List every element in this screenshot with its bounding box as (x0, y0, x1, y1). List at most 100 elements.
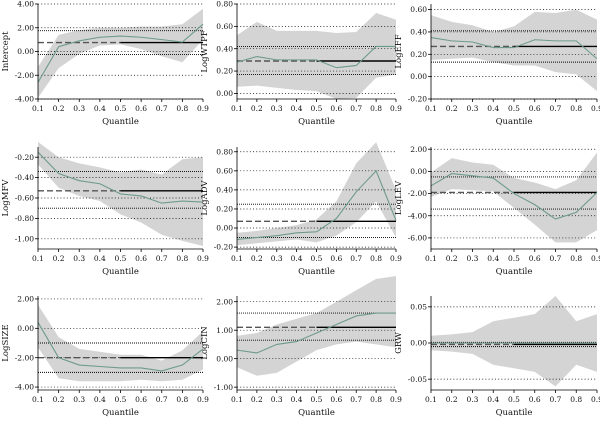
x-tick-label-7-3: 0.4 (94, 395, 106, 404)
x-tick-label-3-4: 0.5 (508, 104, 520, 113)
x-tick-label-6-5: 0.6 (529, 254, 541, 263)
x-tick-label-5-8: 0.9 (390, 254, 402, 263)
y-axis-label-7: LogSIZE (1, 324, 11, 362)
x-tick-label-2-4: 0.5 (311, 104, 323, 113)
y-axis-label-9: GRW (394, 332, 404, 354)
x-tick-label-8-1: 0.2 (251, 395, 263, 404)
x-tick-label-9-2: 0.3 (467, 395, 479, 404)
x-tick-label-8-3: 0.4 (291, 395, 303, 404)
ci-band-2 (237, 12, 396, 99)
y-axis-label-6: LogLEV (394, 180, 404, 215)
y-tick-label-7-1: -2.00 (15, 353, 34, 362)
y-tick-label-6-0: -6.00 (408, 234, 427, 243)
x-tick-label-7-1: 0.2 (53, 395, 65, 404)
x-tick-label-2-8: 0.9 (390, 104, 402, 113)
x-tick-label-5-5: 0.6 (330, 254, 342, 263)
y-tick-label-7-3: 2.00 (17, 295, 34, 304)
x-tick-label-2-1: 0.2 (251, 104, 263, 113)
y-tick-label-5-1: 0.00 (216, 224, 233, 233)
x-tick-label-9-8: 0.9 (591, 395, 600, 404)
x-tick-label-1-6: 0.7 (156, 104, 168, 113)
ci-band-6 (431, 152, 597, 243)
x-tick-label-9-7: 0.8 (570, 395, 582, 404)
x-tick-label-5-4: 0.5 (311, 254, 323, 263)
y-tick-label-8-1: 0.00 (216, 354, 233, 363)
x-tick-label-5-3: 0.4 (291, 254, 303, 263)
quantile-estimate-line-4 (37, 151, 204, 204)
y-tick-label-1-3: 2.00 (17, 23, 34, 32)
y-tick-label-1-1: -2.00 (15, 71, 34, 80)
x-tick-label-5-1: 0.2 (251, 254, 263, 263)
y-tick-label-2-0: 0.00 (216, 89, 233, 98)
x-tick-label-8-8: 0.9 (390, 395, 402, 404)
x-tick-label-2-0: 0.1 (231, 104, 243, 113)
quantile-estimate-line-2 (236, 45, 396, 69)
y-axis-label-5: LogADV (200, 180, 210, 216)
x-tick-label-8-5: 0.6 (330, 395, 342, 404)
x-tick-label-6-4: 0.5 (508, 254, 520, 263)
x-tick-label-2-2: 0.3 (271, 104, 283, 113)
x-tick-label-3-5: 0.6 (529, 104, 541, 113)
x-tick-label-6-7: 0.8 (570, 254, 582, 263)
x-tick-label-1-4: 0.5 (115, 104, 127, 113)
x-tick-label-5-0: 0.1 (231, 254, 243, 263)
x-tick-label-3-8: 0.9 (591, 104, 600, 113)
x-axis-label-2: Quantile (298, 117, 335, 127)
x-tick-label-6-3: 0.4 (487, 254, 499, 263)
x-tick-label-4-2: 0.3 (73, 254, 85, 263)
x-tick-label-4-1: 0.2 (53, 254, 65, 263)
x-tick-label-9-5: 0.6 (529, 395, 541, 404)
y-tick-label-5-2: 0.20 (216, 205, 233, 214)
x-tick-label-4-7: 0.8 (176, 254, 188, 263)
quantile-estimate-line-3 (430, 36, 598, 60)
y-axis-label-1: Intercept (1, 31, 11, 72)
y-tick-label-3-4: 0.60 (410, 5, 427, 14)
x-tick-label-1-5: 0.6 (135, 104, 147, 113)
x-tick-label-4-0: 0.1 (32, 254, 44, 263)
x-tick-label-4-8: 0.9 (197, 254, 209, 263)
x-tick-label-2-3: 0.4 (291, 104, 303, 113)
x-axis-label-3: Quantile (496, 117, 533, 127)
ci-band-7 (38, 304, 203, 382)
x-tick-label-4-4: 0.5 (115, 254, 127, 263)
x-tick-label-9-4: 0.5 (508, 395, 520, 404)
x-tick-label-2-7: 0.8 (370, 104, 382, 113)
x-tick-label-7-0: 0.1 (32, 395, 44, 404)
y-tick-label-5-4: 0.60 (216, 166, 233, 175)
x-axis-label-1: Quantile (102, 117, 139, 127)
x-tick-label-9-0: 0.1 (425, 395, 437, 404)
x-axis-label-4: Quantile (102, 267, 139, 277)
panel-5: -0.20 0.00 0.20 0.40 0.60 0.80 0.1 0.2 0.3 0.4 0.5… (200, 142, 402, 277)
y-tick-label-9-1: 0.00 (410, 339, 427, 348)
x-tick-label-9-6: 0.7 (550, 395, 562, 404)
x-tick-label-8-2: 0.3 (271, 395, 283, 404)
x-tick-label-6-1: 0.2 (446, 254, 458, 263)
x-tick-label-1-2: 0.3 (73, 104, 85, 113)
y-tick-label-6-1: -4.00 (408, 211, 427, 220)
quantile-estimate-line-1 (37, 23, 204, 83)
y-tick-label-4-0: -1.00 (15, 234, 34, 243)
y-tick-label-6-4: 2.00 (410, 145, 427, 154)
y-tick-label-1-2: 0.00 (17, 47, 34, 56)
x-tick-label-9-1: 0.2 (446, 395, 458, 404)
y-tick-label-8-0: -1.00 (214, 383, 233, 392)
x-tick-label-7-2: 0.3 (73, 395, 85, 404)
x-tick-label-1-7: 0.8 (176, 104, 188, 113)
x-axis-label-6: Quantile (496, 267, 533, 277)
panel-8: -1.00 0.00 1.00 2.00 0.1 0.2 0.3 0.4 0.5 0.6 0.7 0.… (200, 276, 402, 418)
x-tick-label-6-0: 0.1 (425, 254, 437, 263)
y-tick-label-9-2: 0.05 (410, 302, 427, 311)
y-tick-label-5-3: 0.40 (216, 185, 233, 194)
y-tick-label-1-0: -4.00 (15, 95, 34, 104)
y-axis-label-8: LogCIN (200, 326, 210, 360)
y-tick-label-4-4: -0.20 (15, 153, 34, 162)
y-axis-label-2: LogWTPF (200, 30, 210, 72)
y-tick-label-4-3: -0.40 (15, 173, 34, 182)
y-tick-label-2-4: 0.80 (216, 0, 233, 9)
ci-band-5 (237, 142, 396, 246)
x-tick-label-7-4: 0.5 (115, 395, 127, 404)
x-tick-label-8-7: 0.8 (370, 395, 382, 404)
x-tick-label-6-8: 0.9 (591, 254, 600, 263)
ci-band-8 (237, 276, 396, 376)
x-tick-label-7-7: 0.8 (176, 395, 188, 404)
